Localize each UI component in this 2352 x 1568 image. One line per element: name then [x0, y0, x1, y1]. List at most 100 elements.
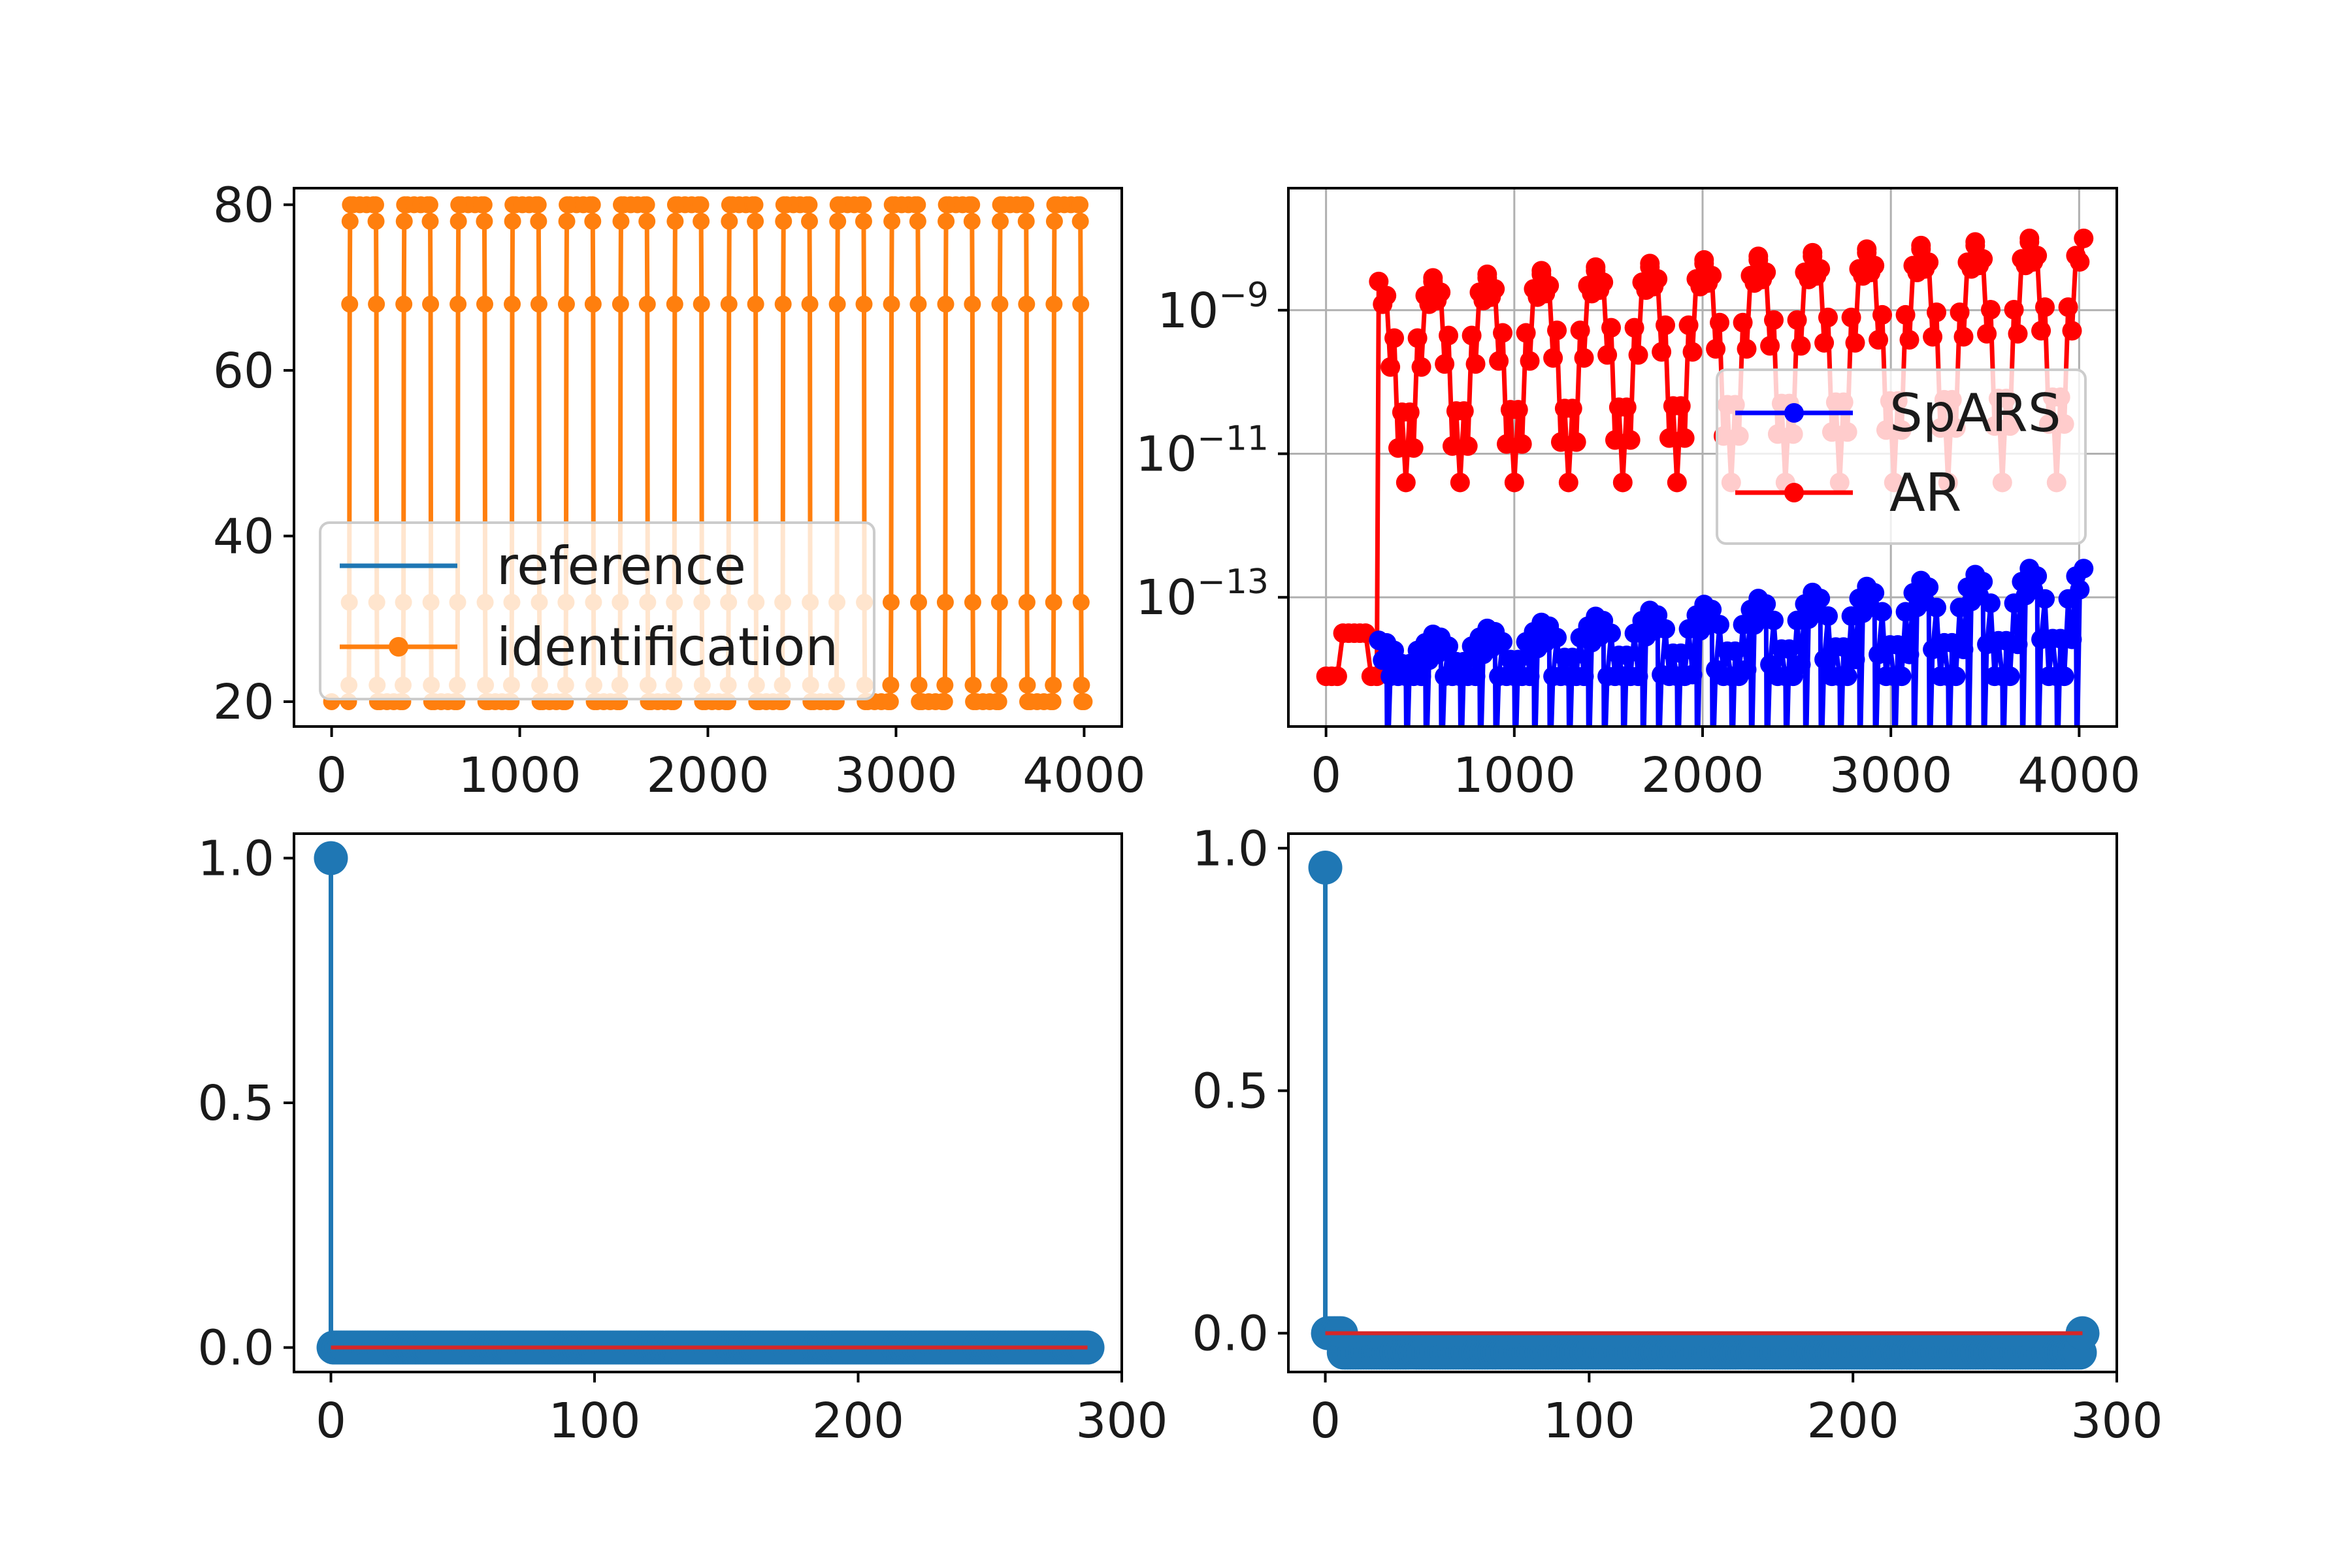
top-left-ytick-label: 20	[213, 674, 274, 730]
ar-marker	[1620, 430, 1641, 450]
spars-marker	[2000, 666, 2020, 687]
identification-marker	[449, 295, 467, 313]
ar-marker	[1465, 354, 1486, 374]
identification-marker	[990, 693, 1007, 710]
ar-marker	[1872, 304, 1893, 325]
ar-marker	[1439, 325, 1459, 346]
ar-marker	[1570, 320, 1590, 340]
ar-marker	[1454, 401, 1474, 421]
bottom-left-ytick-label: 0.5	[197, 1075, 274, 1132]
ar-marker	[1667, 472, 1687, 493]
ar-marker	[1558, 472, 1578, 493]
ar-marker	[1508, 400, 1528, 420]
identification-marker	[829, 212, 847, 230]
legend-label-spars: SpARS	[1889, 383, 2061, 444]
identification-marker	[1072, 295, 1090, 313]
spars-marker	[1833, 637, 1854, 657]
ar-marker	[1605, 430, 1625, 450]
identification-marker	[855, 212, 872, 230]
identification-marker	[910, 676, 928, 694]
spars-marker	[1656, 619, 1676, 639]
spars-marker	[1779, 639, 1799, 659]
identification-marker	[476, 212, 493, 230]
clip-bottom-left-area	[314, 841, 1105, 1365]
spars-marker	[1725, 641, 1745, 661]
ar-marker	[1841, 307, 1861, 327]
identification-marker	[1044, 693, 1062, 710]
identification-marker	[909, 212, 926, 230]
spars-marker	[2027, 566, 2048, 586]
identification-marker	[936, 693, 953, 710]
ar-marker	[1656, 315, 1676, 335]
ar-marker	[1911, 235, 1931, 255]
spars-marker	[1439, 636, 1459, 657]
spars-marker	[1508, 649, 1528, 670]
top-left-xtick-label: 3000	[834, 747, 957, 804]
identification-marker	[530, 212, 547, 230]
identification-marker	[991, 295, 1009, 313]
identification-marker	[990, 676, 1008, 694]
identification-marker	[855, 295, 873, 313]
top-left-legend-box	[319, 521, 875, 700]
identification-marker	[529, 196, 547, 214]
ar-marker	[1760, 336, 1780, 356]
spars-marker	[1756, 594, 1776, 614]
ar-marker	[1616, 397, 1637, 417]
identification-marker	[963, 196, 981, 214]
identification-marker	[584, 295, 602, 313]
spars-marker	[2070, 580, 2090, 600]
ar-marker	[1706, 338, 1726, 359]
identification-marker	[801, 295, 819, 313]
ar-marker	[1733, 312, 1753, 333]
ar-marker	[1845, 333, 1865, 353]
ar-marker	[1547, 320, 1567, 340]
spars-marker	[1737, 659, 1757, 679]
ytick-base: 10	[1135, 570, 1197, 626]
ar-marker	[1593, 272, 1614, 293]
spars-marker	[1953, 639, 1974, 659]
identification-marker	[666, 212, 684, 230]
ar-marker	[1586, 257, 1606, 277]
bottom-right-ytick-label: 0.5	[1192, 1063, 1269, 1119]
identification-marker	[720, 295, 738, 313]
identification-marker	[1045, 212, 1063, 230]
top-left-ytick-label: 40	[213, 508, 274, 564]
bottom-left-ytick-label: 0.0	[197, 1320, 274, 1377]
ar-marker	[1748, 246, 1769, 267]
identification-marker	[612, 212, 630, 230]
top-left-legend: reference identification	[319, 521, 875, 700]
identification-marker	[800, 196, 818, 214]
ar-marker	[1411, 357, 1431, 377]
legend-marker-spars	[1784, 403, 1804, 423]
panel-bottom-left: 0 100 200 300 0.0 0.5 1.0	[197, 830, 1168, 1449]
spars-marker	[1837, 666, 1857, 687]
ar-marker	[2008, 323, 2028, 344]
identification-marker	[666, 295, 683, 313]
spars-marker	[1628, 666, 1648, 687]
identification-marker	[692, 196, 710, 214]
ar-marker	[1814, 333, 1835, 353]
identification-marker	[746, 196, 764, 214]
ar-marker	[1869, 330, 1889, 350]
ar-marker	[1512, 434, 1532, 454]
ar-marker	[1377, 286, 1397, 306]
ar-marker	[1550, 432, 1571, 452]
identification-marker	[476, 295, 493, 313]
spars-marker	[2008, 634, 2028, 655]
ar-marker	[1539, 276, 1560, 296]
ar-marker	[1899, 330, 1919, 350]
ar-marker	[1923, 327, 1943, 347]
spars-marker	[1865, 583, 1885, 603]
ar-marker	[1367, 666, 1387, 687]
ytick-exponent: −9	[1218, 276, 1269, 315]
ar-marker	[2074, 228, 2094, 248]
bottom-right-ytick-label: 1.0	[1192, 821, 1269, 877]
clip-bottom-right-area	[1308, 850, 2100, 1370]
legend-marker-ar	[1784, 483, 1804, 502]
top-right-xtick-label: 2000	[1641, 747, 1764, 804]
ar-marker	[1965, 232, 1985, 252]
identification-marker	[1017, 196, 1035, 214]
top-left-xtick-label: 2000	[646, 747, 769, 804]
